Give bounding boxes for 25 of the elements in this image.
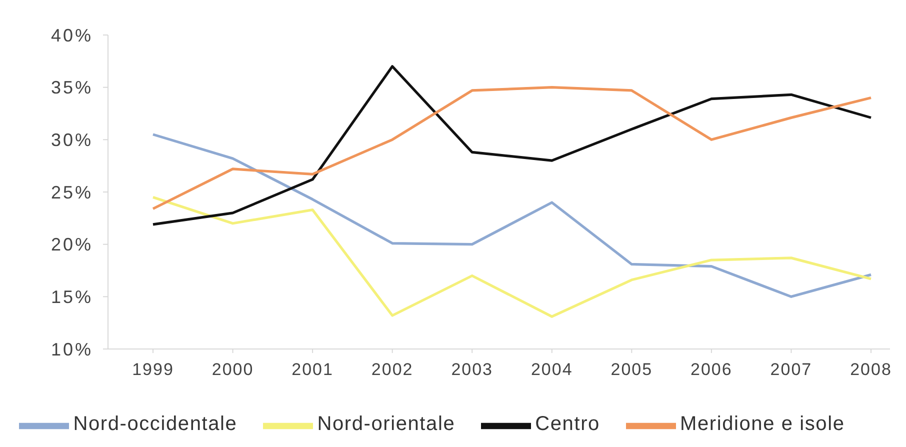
y-tick-label: 40%: [50, 25, 93, 46]
x-tick-label: 2004: [530, 360, 573, 380]
x-tick-label: 2001: [292, 360, 334, 380]
y-tick-label: 25%: [50, 182, 93, 202]
legend-label: Nord-occidentale: [73, 413, 238, 436]
x-tick-label: 2007: [770, 360, 812, 380]
line-series: [152, 133, 872, 298]
x-tick-label: 2005: [610, 360, 653, 380]
x-tick-label: 2000: [212, 360, 254, 380]
line-series: [152, 86, 872, 210]
y-tick-label: 20%: [50, 234, 93, 255]
y-tick-label: 35%: [50, 78, 93, 98]
x-tick-label: 2006: [690, 360, 732, 380]
line-series: [152, 196, 872, 318]
line-series: [152, 65, 872, 226]
x-tick-label: 2008: [850, 360, 892, 380]
legend-label: Meridione e isole: [680, 413, 845, 436]
x-tick-label: 1999: [132, 360, 174, 380]
x-tick-label: 2002: [371, 360, 414, 380]
legend-label: Centro: [535, 413, 600, 436]
x-tick-label: 2003: [451, 360, 494, 380]
y-tick-label: 10%: [50, 339, 93, 360]
y-tick-label: 15%: [50, 287, 93, 308]
legend-label: Nord-orientale: [317, 413, 456, 436]
y-tick-label: 30%: [50, 130, 93, 150]
